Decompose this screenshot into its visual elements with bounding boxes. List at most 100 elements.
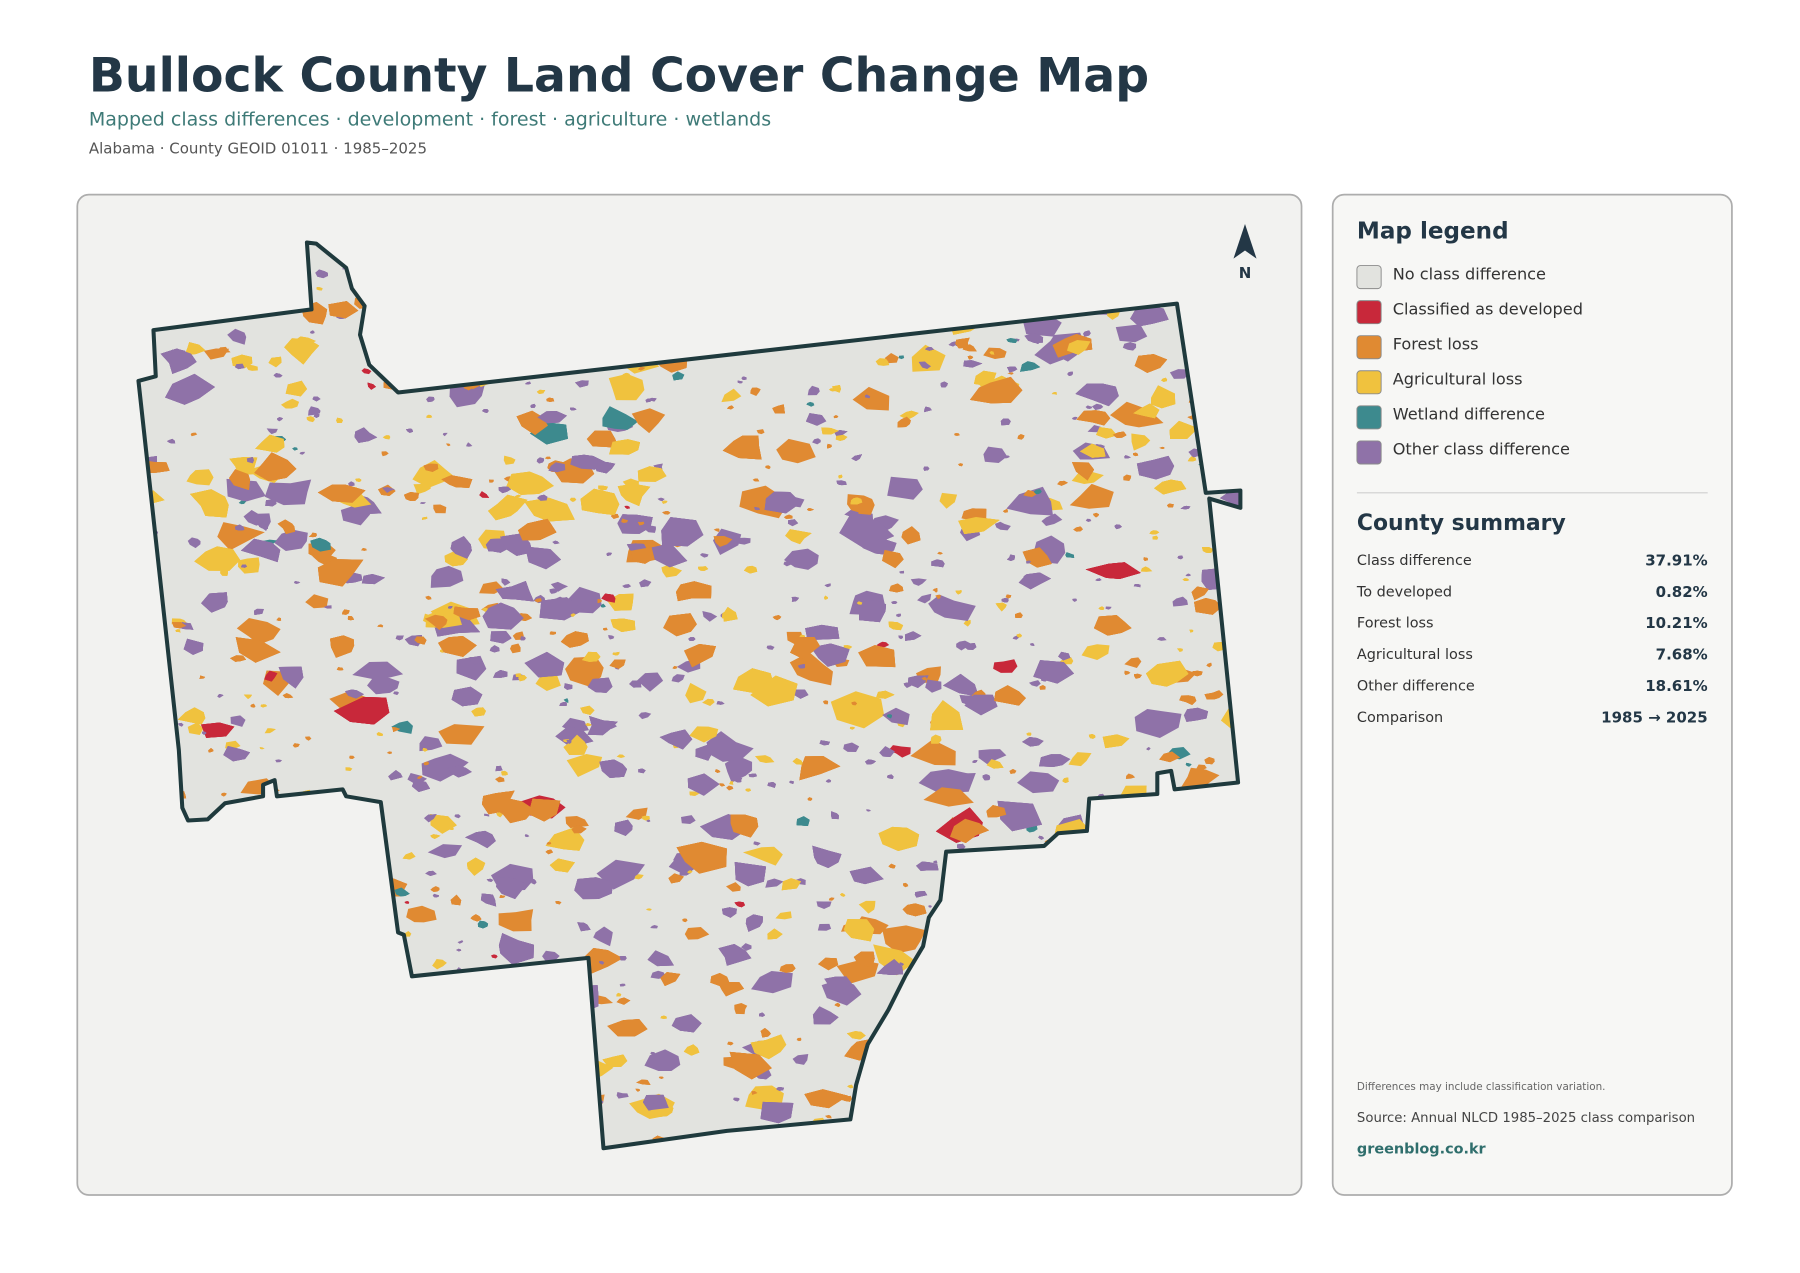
change-patch — [1181, 767, 1220, 791]
change-patch — [419, 502, 426, 505]
change-patch — [930, 734, 942, 744]
change-patch — [661, 564, 683, 578]
change-patch — [622, 584, 632, 588]
change-patch — [756, 429, 765, 435]
change-patch — [721, 388, 742, 403]
legend-swatch — [1356, 405, 1382, 430]
legend-title: Map legend — [1357, 219, 1509, 245]
change-patch — [817, 923, 832, 931]
change-patch — [882, 707, 910, 726]
change-patch — [852, 386, 890, 411]
change-patch — [993, 659, 1018, 673]
change-patch — [419, 736, 443, 752]
change-patch — [1026, 732, 1032, 736]
change-patch — [569, 497, 577, 502]
change-patch — [593, 926, 613, 947]
change-patch — [939, 492, 958, 509]
change-patch — [430, 565, 464, 588]
change-patch — [937, 551, 943, 555]
change-patch — [751, 971, 793, 994]
change-patch — [983, 446, 1008, 463]
north-label: N — [1239, 264, 1252, 282]
change-patch — [187, 537, 201, 549]
summary-label: Agricultural loss — [1357, 647, 1473, 663]
change-patch — [954, 432, 960, 436]
change-patch — [1124, 670, 1131, 676]
change-patch — [608, 635, 615, 640]
change-patch — [702, 611, 718, 622]
change-patch — [1123, 474, 1132, 481]
change-patch — [495, 776, 505, 783]
change-patch — [684, 927, 710, 940]
change-patch — [386, 751, 392, 755]
change-patch — [620, 391, 642, 400]
change-patch — [1092, 403, 1104, 411]
change-patch — [221, 792, 227, 797]
change-patch — [997, 800, 1043, 832]
change-patch — [637, 672, 664, 692]
change-patch — [479, 491, 490, 498]
change-patch — [805, 413, 827, 426]
change-patch — [882, 925, 926, 954]
change-patch — [816, 901, 832, 910]
change-patch — [1068, 752, 1092, 767]
summary-label: To developed — [1356, 584, 1452, 600]
change-patch — [635, 1088, 641, 1092]
change-patch — [834, 1002, 841, 1008]
change-patch — [361, 368, 372, 375]
change-patch — [847, 1084, 854, 1089]
footer-source: Source: Annual NLCD 1985–2025 class comp… — [1357, 1111, 1695, 1126]
change-patch — [187, 722, 204, 736]
change-patch — [348, 481, 355, 487]
change-patch — [928, 594, 976, 622]
change-patch — [925, 679, 942, 693]
change-patch — [1206, 662, 1212, 668]
change-patch — [1122, 342, 1137, 351]
change-patch — [266, 428, 278, 435]
change-patch — [726, 785, 734, 791]
legend-swatch — [1356, 370, 1382, 395]
change-patch — [442, 432, 448, 437]
change-patch — [784, 548, 819, 570]
change-patch — [381, 451, 389, 457]
change-patch — [1115, 324, 1148, 343]
change-patch — [406, 905, 437, 923]
change-patch — [903, 882, 909, 888]
change-patch — [866, 809, 872, 812]
subtitle: Mapped class differences · development ·… — [89, 109, 771, 131]
change-patch — [846, 1031, 866, 1040]
footer-credit: greenblog.co.kr — [1357, 1141, 1487, 1157]
legend-swatch — [1356, 300, 1382, 325]
summary-value: 10.21% — [1645, 614, 1707, 632]
change-patch — [345, 767, 353, 772]
change-patch — [275, 759, 283, 763]
change-patch — [1152, 535, 1159, 540]
change-patch — [896, 613, 902, 618]
change-patch — [638, 712, 652, 720]
change-patch — [734, 1002, 748, 1015]
change-patch — [535, 674, 561, 691]
change-patch — [259, 747, 265, 750]
change-patch — [1110, 401, 1164, 428]
change-patch — [305, 594, 329, 609]
change-patch — [671, 674, 685, 683]
change-patch — [631, 408, 666, 434]
change-patch — [308, 406, 321, 416]
change-patch — [550, 581, 569, 592]
change-patch — [775, 911, 792, 920]
footer-note: Differences may include classification v… — [1357, 1081, 1606, 1093]
change-patch — [910, 578, 927, 586]
change-patch — [542, 950, 560, 962]
change-patch — [645, 908, 652, 911]
change-patch — [699, 553, 709, 558]
change-patch — [1029, 680, 1041, 687]
change-patch — [994, 521, 1011, 531]
change-patch — [825, 1114, 832, 1119]
change-patch — [1189, 629, 1194, 633]
legend-swatch — [1356, 265, 1382, 290]
summary-label: Class difference — [1357, 553, 1472, 569]
change-patch — [427, 844, 463, 859]
change-patch — [454, 814, 461, 819]
change-patch — [807, 385, 820, 396]
change-patch — [1149, 530, 1160, 535]
